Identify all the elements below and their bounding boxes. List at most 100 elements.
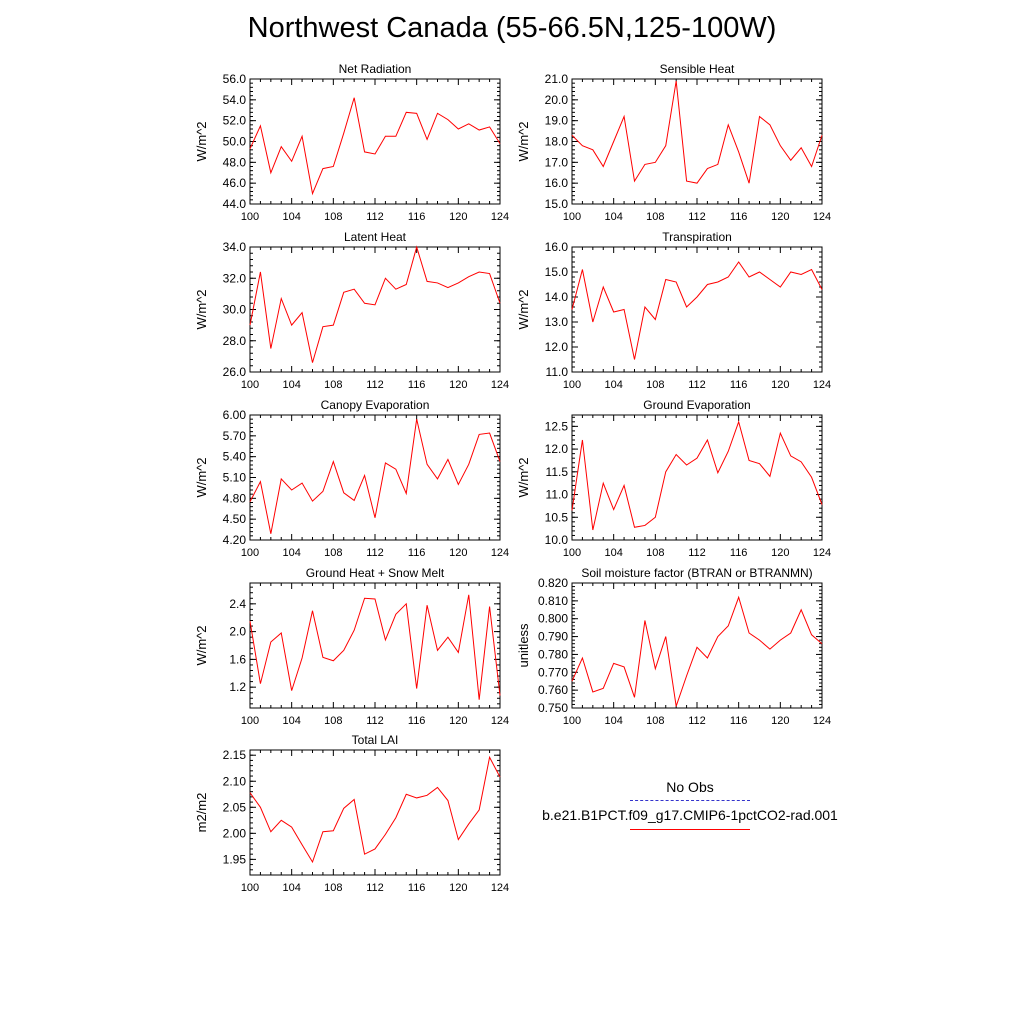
- y-tick-label: 0.770: [538, 665, 568, 679]
- x-tick-label: 124: [491, 715, 509, 727]
- y-tick-label: 1.95: [223, 852, 247, 866]
- x-tick-label: 120: [449, 715, 467, 727]
- x-tick-label: 100: [563, 379, 581, 391]
- y-axis-label: unitless: [516, 623, 531, 668]
- y-tick-label: 21.0: [545, 72, 569, 86]
- y-tick-label: 20.0: [545, 93, 569, 107]
- x-tick-label: 104: [282, 715, 300, 727]
- chart-title: Net Radiation: [339, 62, 412, 76]
- x-tick-label: 112: [688, 715, 706, 727]
- x-tick-label: 104: [282, 379, 300, 391]
- chart-title: Canopy Evaporation: [321, 398, 430, 412]
- x-tick-label: 124: [491, 547, 509, 559]
- plot-frame: [249, 414, 501, 541]
- chart-panel: 100 104 108 112 116 120 124 0.750 0.760 0.770 0.78…: [516, 566, 831, 727]
- x-tick-label: 100: [241, 379, 259, 391]
- y-tick-label: 12.0: [545, 442, 569, 456]
- series-line: [249, 419, 501, 534]
- y-tick-label: 32.0: [223, 271, 247, 285]
- y-tick-label: 2.0: [229, 625, 246, 639]
- y-tick-label: 4.20: [223, 533, 247, 547]
- y-tick-label: 18.0: [545, 135, 569, 149]
- x-tick-label: 124: [813, 379, 831, 391]
- y-tick-label: 52.0: [223, 114, 247, 128]
- y-tick-label: 50.0: [223, 135, 247, 149]
- y-tick-label: 5.10: [223, 471, 247, 485]
- x-tick-label: 108: [324, 211, 342, 223]
- y-tick-label: 2.10: [223, 774, 247, 788]
- y-tick-label: 30.0: [223, 303, 247, 317]
- chart-title: Soil moisture factor (BTRAN or BTRANMN): [581, 566, 812, 580]
- y-axis-label: W/m^2: [194, 289, 209, 329]
- x-tick-label: 116: [730, 547, 748, 559]
- x-tick-label: 104: [604, 715, 622, 727]
- y-tick-label: 11.0: [546, 365, 569, 379]
- series-line: [571, 261, 823, 360]
- x-tick-label: 108: [646, 715, 664, 727]
- series-line: [249, 594, 501, 700]
- chart-title: Transpiration: [662, 230, 732, 244]
- x-tick-label: 100: [563, 715, 581, 727]
- y-tick-label: 0.820: [538, 576, 568, 590]
- chart-title: Latent Heat: [344, 230, 407, 244]
- y-tick-label: 26.0: [223, 365, 247, 379]
- chart-panel: 100 104 108 112 116 120 124 1.2 1.6 2.0 2.4 Ground …: [194, 566, 509, 727]
- legend-obs-label: No Obs: [666, 779, 714, 795]
- x-tick-label: 112: [366, 715, 384, 727]
- plot-frame: [571, 414, 823, 541]
- series-line: [249, 245, 501, 363]
- y-tick-label: 13.0: [545, 315, 569, 329]
- x-tick-label: 120: [771, 211, 789, 223]
- x-tick-label: 116: [730, 211, 748, 223]
- x-tick-label: 100: [241, 882, 259, 894]
- x-tick-label: 108: [324, 882, 342, 894]
- y-tick-label: 5.70: [223, 429, 247, 443]
- legend: No Obs b.e21.B1PCT.f09_g17.CMIP6-1pctCO2…: [520, 775, 860, 855]
- y-tick-label: 14.0: [545, 290, 569, 304]
- plot-frame: [249, 749, 501, 876]
- chart-panel: 100 104 108 112 116 120 124 26.0 28.0 30.0 32.0 34.…: [194, 230, 509, 391]
- y-tick-label: 0.750: [538, 701, 568, 715]
- x-tick-label: 124: [813, 211, 831, 223]
- y-tick-label: 44.0: [223, 197, 247, 211]
- legend-obs-line: [630, 800, 750, 801]
- x-tick-label: 116: [408, 547, 426, 559]
- chart-title: Ground Heat + Snow Melt: [306, 566, 445, 580]
- x-tick-label: 116: [730, 715, 748, 727]
- x-tick-label: 120: [449, 547, 467, 559]
- x-tick-label: 104: [604, 547, 622, 559]
- y-tick-label: 56.0: [223, 72, 247, 86]
- chart-panel: 100 104 108 112 116 120 124 11.0 12.0 13.0 14.0 15.…: [516, 230, 831, 391]
- x-tick-label: 108: [324, 547, 342, 559]
- plot-frame: [571, 246, 823, 373]
- y-axis-label: m2/m2: [194, 793, 209, 833]
- x-tick-label: 124: [813, 715, 831, 727]
- x-tick-label: 120: [449, 379, 467, 391]
- chart-title: Ground Evaporation: [643, 398, 750, 412]
- x-tick-label: 116: [408, 379, 426, 391]
- y-axis-label: W/m^2: [516, 457, 531, 497]
- x-tick-label: 124: [491, 882, 509, 894]
- y-tick-label: 16.0: [545, 240, 569, 254]
- x-tick-label: 124: [491, 379, 509, 391]
- chart-panel: 100 104 108 112 116 120 124 15.0 16.0 17.0 18.0 19.…: [516, 62, 831, 223]
- y-tick-label: 0.790: [538, 630, 568, 644]
- x-tick-label: 116: [408, 211, 426, 223]
- x-tick-label: 108: [324, 379, 342, 391]
- x-tick-label: 100: [241, 211, 259, 223]
- chart-panel: 100 104 108 112 116 120 124 10.0 10.5 11.0 11.5 12.…: [516, 398, 831, 559]
- y-axis-label: W/m^2: [516, 289, 531, 329]
- y-axis-label: W/m^2: [194, 457, 209, 497]
- x-tick-label: 120: [771, 379, 789, 391]
- x-tick-label: 100: [241, 715, 259, 727]
- series-line: [249, 97, 501, 196]
- y-tick-label: 2.00: [223, 826, 247, 840]
- y-tick-label: 4.50: [223, 512, 247, 526]
- y-tick-label: 1.2: [229, 680, 246, 694]
- y-tick-label: 2.05: [223, 800, 247, 814]
- y-tick-label: 11.5: [546, 465, 569, 479]
- x-tick-label: 112: [688, 379, 706, 391]
- x-tick-label: 116: [730, 379, 748, 391]
- x-tick-label: 120: [771, 715, 789, 727]
- x-tick-label: 120: [449, 882, 467, 894]
